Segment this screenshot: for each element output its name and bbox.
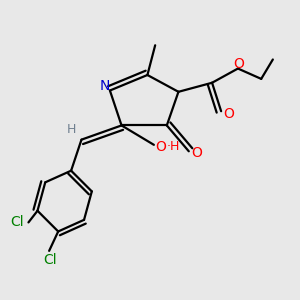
Text: N: N <box>100 79 110 93</box>
Text: H: H <box>67 123 76 136</box>
Text: O: O <box>224 107 234 121</box>
Text: O: O <box>233 57 244 71</box>
Text: ·H: ·H <box>167 140 180 153</box>
Text: Cl: Cl <box>44 253 57 267</box>
Text: O: O <box>156 140 167 154</box>
Text: Cl: Cl <box>10 215 24 230</box>
Text: O: O <box>192 146 203 160</box>
